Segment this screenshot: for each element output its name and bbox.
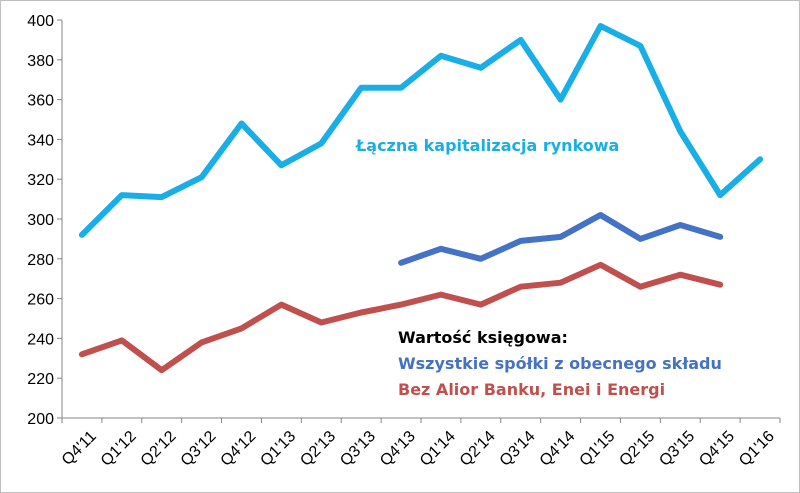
y-axis: 200 220 240 260 280 300 320 340 360 380 400 bbox=[27, 13, 63, 428]
y-tick-label: 280 bbox=[27, 252, 54, 269]
y-tick-label: 400 bbox=[27, 13, 54, 30]
x-tick-label: Q4'12 bbox=[218, 428, 260, 470]
y-tick-label: 240 bbox=[27, 331, 54, 348]
x-tick-label: Q1'13 bbox=[257, 428, 299, 470]
series-all-companies-line bbox=[398, 212, 724, 266]
x-tick-label: Q4'11 bbox=[59, 428, 100, 469]
x-tick-label: Q4'13 bbox=[377, 428, 419, 470]
x-tick-label: Q2'15 bbox=[616, 428, 658, 470]
y-tick-label: 220 bbox=[27, 371, 54, 388]
x-tick-label: Q1'12 bbox=[98, 428, 140, 470]
x-tick-label: Q4'14 bbox=[537, 428, 579, 470]
x-tick-label: Q4'15 bbox=[696, 428, 738, 470]
x-tick-label: Q2'14 bbox=[457, 428, 499, 470]
x-tick-label: Q3'14 bbox=[497, 428, 539, 470]
x-tick-label: Q3'13 bbox=[337, 428, 379, 470]
y-tick-label: 380 bbox=[27, 53, 54, 70]
x-tick-label: Q2'12 bbox=[138, 428, 180, 470]
y-tick-label: 260 bbox=[27, 292, 54, 309]
legend-all-companies: Wszystkie spółki z obecnego składu bbox=[398, 354, 722, 373]
x-axis: Q4'11Q1'12Q2'12Q3'12Q4'12Q1'13Q2'13Q3'13… bbox=[59, 417, 781, 470]
x-tick-label: Q1'15 bbox=[577, 428, 619, 470]
x-tick-label: Q1'16 bbox=[736, 428, 778, 470]
y-tick-label: 340 bbox=[27, 132, 54, 149]
annotation-book-value-header: Wartość księgowa: bbox=[398, 328, 568, 347]
y-tick-label: 360 bbox=[27, 93, 54, 110]
annotation-market-cap: Łączna kapitalizacja rynkowa bbox=[355, 136, 619, 155]
y-tick-label: 200 bbox=[27, 411, 54, 428]
series-layer bbox=[78, 23, 764, 374]
y-tick-label: 320 bbox=[27, 172, 54, 189]
x-tick-label: Q2'13 bbox=[297, 428, 339, 470]
y-tick-label: 300 bbox=[27, 212, 54, 229]
series-without-alior-line bbox=[78, 261, 724, 374]
x-tick-label: Q3'15 bbox=[656, 428, 698, 470]
x-tick-label: Q1'14 bbox=[417, 428, 459, 470]
x-tick-label: Q3'12 bbox=[178, 428, 220, 470]
legend-without-alior: Bez Alior Banku, Enei i Energi bbox=[398, 380, 665, 399]
series-market-cap-line bbox=[78, 23, 764, 238]
